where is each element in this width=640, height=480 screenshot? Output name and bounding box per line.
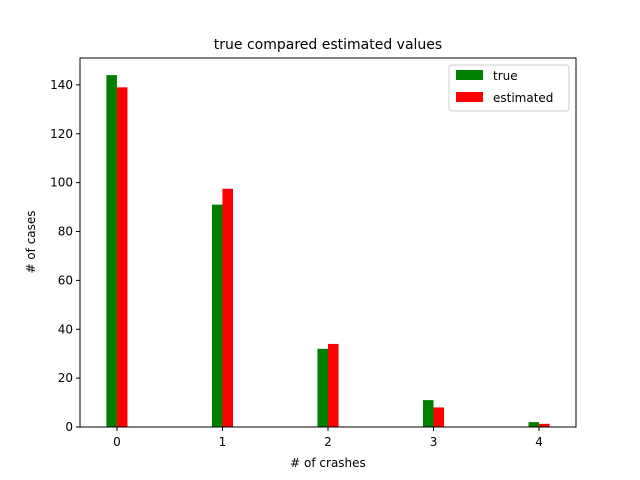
x-tick-label: 0 <box>113 435 121 449</box>
plot-frame <box>79 57 577 428</box>
bar-estimated-4 <box>539 423 550 427</box>
y-axis-label: # of cases <box>24 210 38 273</box>
bar-estimated-3 <box>433 407 445 427</box>
x-axis-label: # of crashes <box>290 456 366 470</box>
y-tick-label: 20 <box>58 371 73 385</box>
bar-estimated-1 <box>222 188 234 427</box>
chart-title: true compared estimated values <box>214 37 442 53</box>
bar-true-1 <box>211 204 223 427</box>
x-tick-label: 3 <box>430 435 438 449</box>
legend-swatch-true <box>456 70 483 80</box>
y-tick-label: 0 <box>65 420 73 434</box>
x-tick-label: 4 <box>535 435 543 449</box>
bar-estimated-2 <box>328 343 339 427</box>
y-tick-label: 100 <box>50 176 73 190</box>
y-tick-label: 80 <box>58 225 73 239</box>
bar-true-0 <box>106 75 117 427</box>
bar-true-2 <box>317 348 328 427</box>
legend: true estimated <box>448 64 570 112</box>
y-tick-label: 120 <box>50 127 73 141</box>
bar-true-4 <box>528 422 540 427</box>
x-tick-label: 2 <box>324 435 332 449</box>
bar-true-3 <box>422 400 434 427</box>
legend-label-estimated: estimated <box>493 91 553 105</box>
y-axis-ticks: 0 20 40 60 80 100 120 140 <box>50 78 80 434</box>
x-axis-ticks: 0 1 2 3 4 <box>113 427 543 449</box>
bars-group <box>106 75 550 428</box>
bar-estimated-0 <box>116 87 128 428</box>
x-tick-label: 1 <box>219 435 227 449</box>
legend-swatch-estimated <box>456 92 483 102</box>
legend-label-true: true <box>493 69 518 83</box>
y-tick-label: 140 <box>50 78 73 92</box>
y-tick-label: 40 <box>58 322 73 336</box>
y-tick-label: 60 <box>58 273 73 287</box>
